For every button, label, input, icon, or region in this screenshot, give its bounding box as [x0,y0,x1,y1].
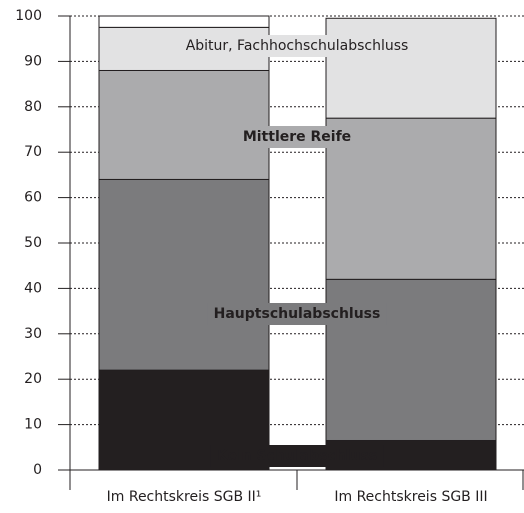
series-label-group: Hauptschulabschluss [207,303,387,325]
series-label-group: Kein Schulabschluss [210,445,384,467]
y-tick-label: 100 [15,8,42,24]
series-label-bg [236,126,358,148]
bar-segment [325,17,497,119]
bar-segment [98,69,270,180]
y-tick-label: 30 [24,326,42,342]
y-tick-label: 80 [24,99,42,115]
x-tick-label: Im Rechtskreis SGB II¹ [107,489,262,505]
series-label-bg [210,445,384,467]
y-tick-label: 10 [24,417,42,433]
series-label: Abitur, Fachhochschulabschluss [186,38,409,54]
y-tick-label: 0 [33,462,42,478]
series-label-bg [207,303,387,325]
series-label-group: Abitur, Fachhochschulabschluss [179,35,415,57]
bar-segment [98,15,270,28]
series-label: Mittlere Reife [243,129,351,145]
series-label: Kein Schulabschluss [217,448,377,464]
y-tick-label: 60 [24,190,42,206]
bar-segment [98,178,270,371]
y-tick-label: 40 [24,280,42,296]
series-label-bg [179,35,415,57]
y-tick-label: 90 [24,53,42,69]
series-label-group: Mittlere Reife [236,126,358,148]
y-tick-label: 20 [24,371,42,387]
x-tick-label: Im Rechtskreis SGB III [334,489,487,505]
y-tick-label: 50 [24,235,42,251]
series-label: Hauptschulabschluss [214,306,381,322]
y-tick-label: 70 [24,144,42,160]
